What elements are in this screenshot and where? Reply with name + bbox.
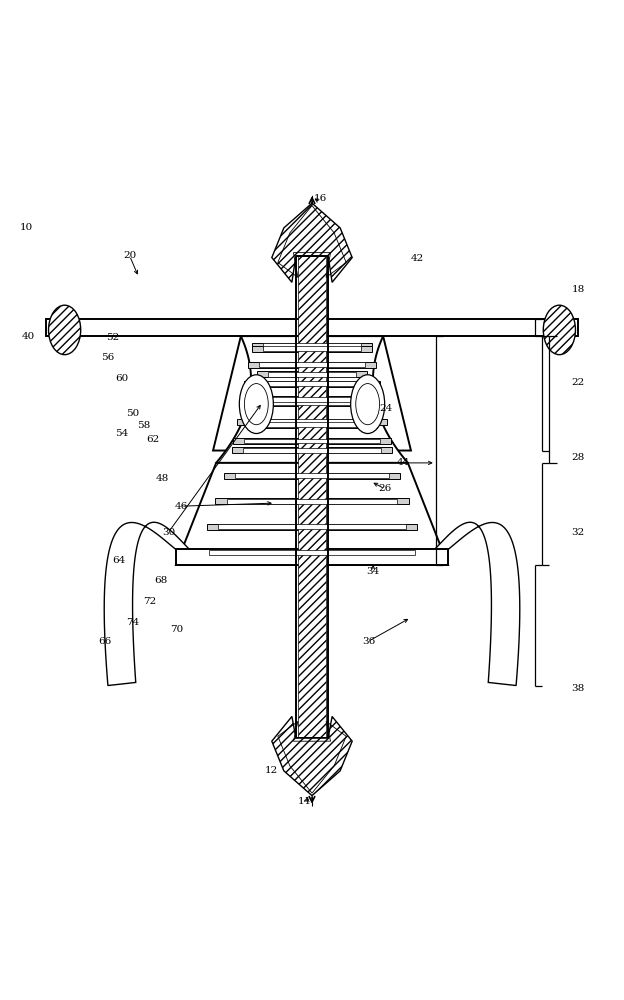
Bar bbox=[227, 499, 397, 504]
Text: 52: 52 bbox=[106, 333, 119, 342]
Text: 68: 68 bbox=[154, 576, 167, 585]
Ellipse shape bbox=[49, 305, 80, 355]
Text: 74: 74 bbox=[126, 618, 139, 627]
Text: 30: 30 bbox=[162, 528, 175, 537]
Bar bbox=[235, 473, 389, 478]
Polygon shape bbox=[272, 716, 352, 796]
Bar bbox=[176, 549, 448, 565]
Text: 26: 26 bbox=[378, 484, 392, 493]
Text: 22: 22 bbox=[572, 378, 585, 387]
Bar bbox=[251, 343, 373, 349]
Ellipse shape bbox=[544, 305, 575, 355]
Polygon shape bbox=[272, 203, 352, 282]
Bar bbox=[266, 397, 358, 402]
Bar bbox=[244, 439, 380, 443]
Text: 56: 56 bbox=[101, 353, 115, 362]
Text: 58: 58 bbox=[137, 421, 150, 430]
Bar bbox=[255, 381, 369, 386]
Text: 62: 62 bbox=[147, 435, 160, 444]
Text: 24: 24 bbox=[379, 404, 393, 413]
Bar bbox=[296, 256, 328, 738]
Text: 44: 44 bbox=[397, 458, 410, 467]
Text: 12: 12 bbox=[265, 766, 278, 775]
Bar bbox=[268, 372, 356, 377]
Bar bbox=[46, 319, 578, 336]
Polygon shape bbox=[216, 336, 408, 463]
Ellipse shape bbox=[351, 375, 384, 434]
Bar bbox=[251, 400, 373, 405]
Bar bbox=[258, 422, 366, 427]
Bar bbox=[240, 400, 384, 406]
Ellipse shape bbox=[356, 384, 379, 425]
Text: 60: 60 bbox=[115, 374, 129, 383]
Bar bbox=[255, 396, 369, 403]
Text: 36: 36 bbox=[363, 637, 376, 646]
Bar bbox=[259, 362, 365, 367]
Polygon shape bbox=[176, 463, 448, 565]
Bar bbox=[252, 346, 372, 352]
Text: 48: 48 bbox=[156, 474, 169, 483]
Bar bbox=[248, 419, 376, 424]
Ellipse shape bbox=[245, 384, 268, 425]
Text: 14: 14 bbox=[297, 797, 311, 806]
Bar bbox=[198, 549, 426, 555]
Text: 20: 20 bbox=[123, 251, 136, 260]
Bar bbox=[224, 473, 400, 479]
Text: 34: 34 bbox=[366, 567, 379, 576]
Bar bbox=[263, 343, 361, 348]
Text: 72: 72 bbox=[143, 597, 156, 606]
Bar bbox=[243, 448, 381, 453]
Text: 66: 66 bbox=[98, 637, 112, 646]
Bar bbox=[209, 550, 415, 555]
Bar bbox=[298, 256, 326, 738]
Bar bbox=[236, 419, 388, 425]
Bar bbox=[218, 524, 406, 529]
Polygon shape bbox=[104, 522, 190, 686]
Bar bbox=[263, 346, 361, 351]
Bar bbox=[257, 371, 367, 377]
Bar bbox=[232, 447, 392, 453]
Polygon shape bbox=[434, 522, 520, 686]
Text: 70: 70 bbox=[170, 625, 184, 634]
Text: 46: 46 bbox=[174, 502, 188, 511]
Text: 10: 10 bbox=[19, 223, 33, 232]
Polygon shape bbox=[213, 336, 411, 451]
Ellipse shape bbox=[240, 375, 273, 434]
Text: 50: 50 bbox=[126, 409, 139, 418]
Text: 38: 38 bbox=[572, 684, 585, 693]
Bar bbox=[233, 438, 391, 444]
Bar bbox=[215, 498, 409, 504]
Text: 64: 64 bbox=[112, 556, 125, 565]
Text: 40: 40 bbox=[22, 332, 36, 341]
Bar bbox=[248, 362, 376, 368]
Text: 54: 54 bbox=[115, 429, 128, 438]
Bar bbox=[247, 422, 377, 428]
Text: 16: 16 bbox=[313, 194, 327, 203]
Bar bbox=[207, 524, 417, 530]
Text: 32: 32 bbox=[572, 528, 585, 537]
Text: 18: 18 bbox=[572, 285, 585, 294]
Text: 28: 28 bbox=[572, 453, 585, 462]
Bar bbox=[244, 381, 380, 387]
Text: 42: 42 bbox=[411, 254, 424, 263]
